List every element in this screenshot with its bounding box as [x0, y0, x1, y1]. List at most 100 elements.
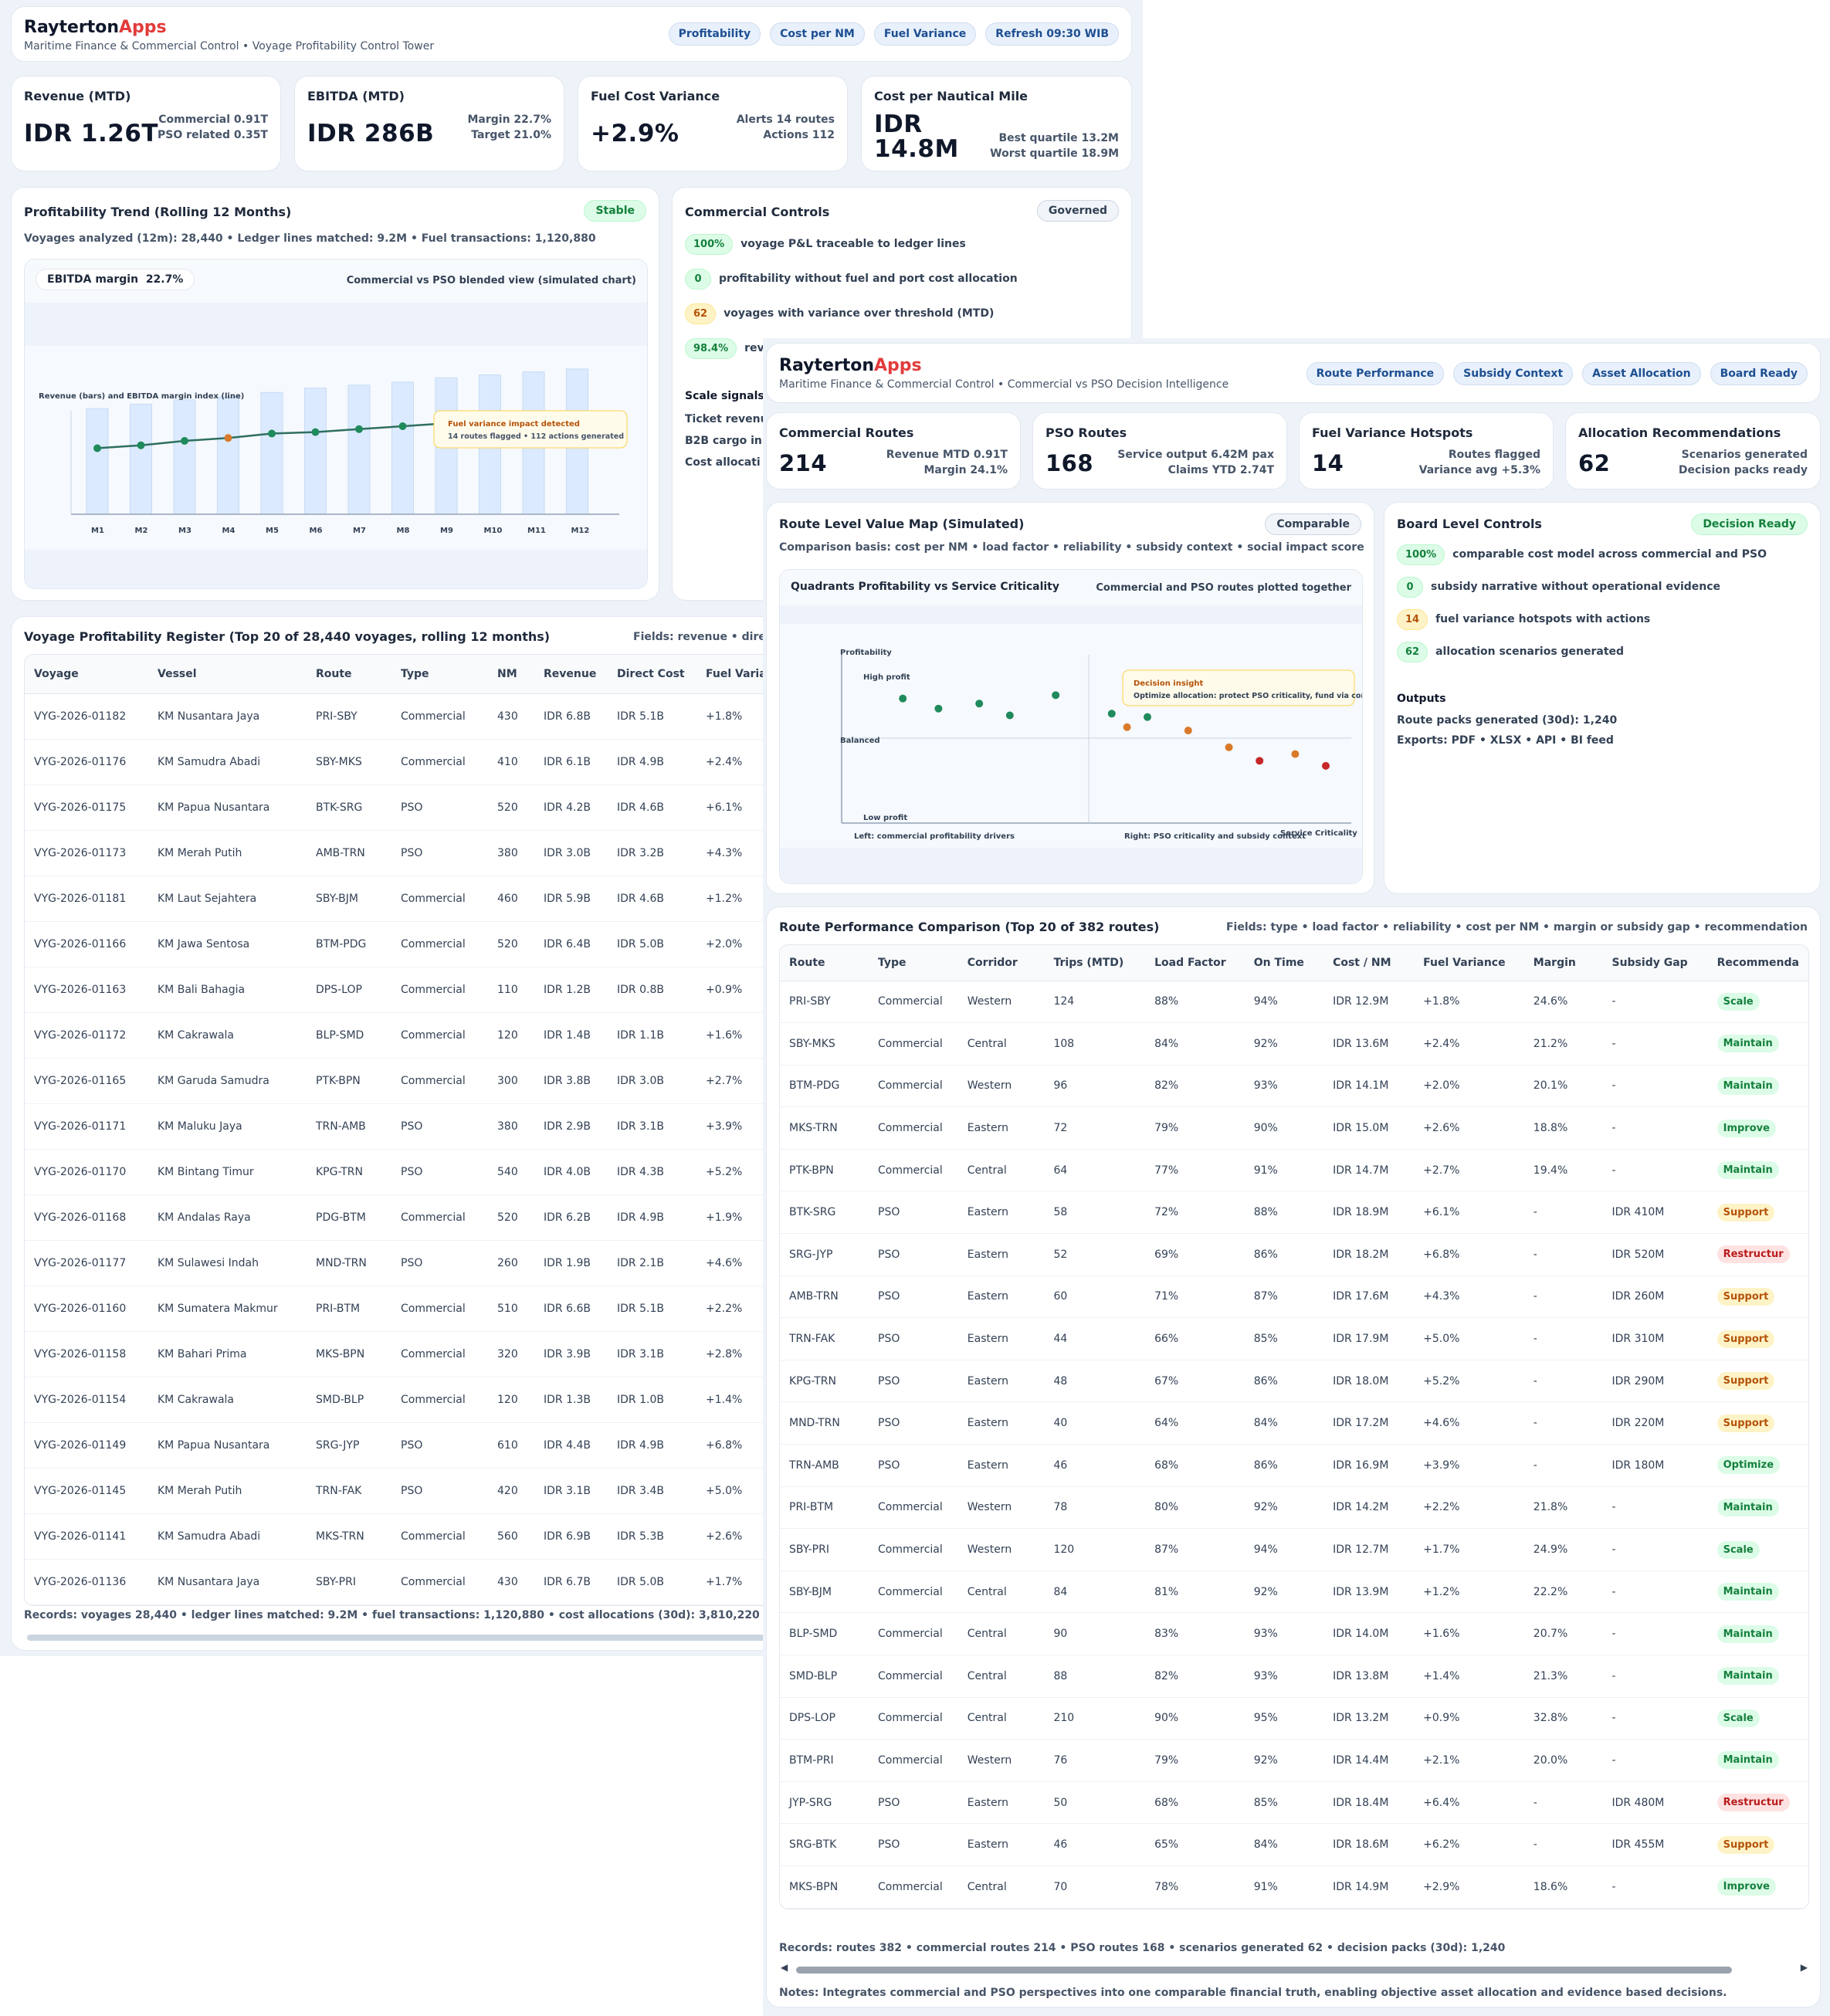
nav-profitability[interactable]: Profitability	[668, 22, 761, 46]
table-row[interactable]: VYG-2026-01173 KM Merah Putih AMB-TRN PSO 38…	[25, 830, 778, 876]
table-row[interactable]: MKS-TRN Commercial Eastern 72 79% 90% IDR 15.0…	[780, 1106, 1808, 1150]
route-point[interactable]	[1184, 727, 1192, 735]
route-point[interactable]	[934, 704, 943, 713]
table-row[interactable]: SMD-BLP Commercial Central 88 82% 93% IDR 13.8…	[780, 1655, 1808, 1698]
route-point[interactable]	[1107, 710, 1116, 718]
table-row[interactable]: VYG-2026-01177 KM Sulawesi Indah MND-TRN PS…	[25, 1240, 778, 1286]
recommendation-badge[interactable]: Improve	[1716, 1878, 1776, 1896]
table-row[interactable]: VYG-2026-01176 KM Samudra Abadi SBY-MKS Com…	[25, 739, 778, 785]
table-row[interactable]: BTM-PRI Commercial Western 76 79% 92% IDR 14.4…	[780, 1739, 1808, 1782]
route-point[interactable]	[975, 700, 984, 708]
table-row[interactable]: VYG-2026-01141 KM Samudra Abadi MKS-TRN Com…	[25, 1513, 778, 1560]
nav-refresh[interactable]: Refresh 09:30 WIB	[985, 22, 1119, 46]
column-header[interactable]: Cost / NM	[1323, 945, 1415, 981]
recommendation-badge[interactable]: Maintain	[1716, 1667, 1779, 1686]
recommendation-badge[interactable]: Maintain	[1716, 1161, 1779, 1180]
table-row[interactable]: VYG-2026-01175 KM Papua Nusantara BTK-SRG P…	[25, 784, 778, 831]
table-row[interactable]: AMB-TRN PSO Eastern 60 71% 87% IDR 17.6M +4.3% -…	[780, 1276, 1808, 1319]
nav-route-performance[interactable]: Route Performance	[1306, 362, 1445, 385]
route-point[interactable]	[1291, 750, 1300, 758]
scrollbar-thumb[interactable]	[796, 1967, 1732, 1974]
recommendation-badge[interactable]: Support	[1716, 1414, 1775, 1432]
table-row[interactable]: VYG-2026-01163 KM Bali Bahagia DPS-LOP Comm…	[25, 967, 778, 1013]
column-header[interactable]: Voyage	[25, 655, 148, 694]
recommendation-badge[interactable]: Maintain	[1716, 1625, 1779, 1643]
recommendation-badge[interactable]: Maintain	[1716, 1583, 1779, 1601]
route-point[interactable]	[1256, 757, 1264, 765]
table-row[interactable]: MKS-BPN Commercial Central 70 78% 91% IDR 14.9…	[780, 1865, 1808, 1909]
table-row[interactable]: VYG-2026-01181 KM Laut Sejahtera SBY-BJM Co…	[25, 876, 778, 922]
table-row[interactable]: BTK-SRG PSO Eastern 58 72% 88% IDR 18.9M +6.1% -…	[780, 1191, 1808, 1235]
recommendation-badge[interactable]: Optimize	[1716, 1456, 1781, 1475]
recommendation-badge[interactable]: Support	[1716, 1372, 1775, 1391]
table-row[interactable]: VYG-2026-01154 KM Cakrawala SMD-BLP Commerc…	[25, 1377, 778, 1423]
column-header[interactable]: Type	[869, 945, 958, 981]
column-header[interactable]: Fuel Variance	[1414, 945, 1524, 981]
column-header[interactable]: Type	[391, 655, 488, 694]
table-row[interactable]: BTM-PDG Commercial Western 96 82% 93% IDR 14.1…	[780, 1065, 1808, 1108]
table-row[interactable]: SBY-BJM Commercial Central 84 81% 92% IDR 13.9…	[780, 1570, 1808, 1614]
column-header[interactable]: Route	[780, 945, 869, 981]
table-row[interactable]: PRI-SBY Commercial Western 124 88% 94% IDR 12.…	[780, 981, 1808, 1024]
table-row[interactable]: VYG-2026-01160 KM Sumatera Makmur PRI-BTM C…	[25, 1286, 778, 1332]
recommendation-badge[interactable]: Scale	[1716, 992, 1760, 1011]
recommendation-badge[interactable]: Support	[1716, 1203, 1775, 1221]
table-row[interactable]: VYG-2026-01158 KM Bahari Prima MKS-BPN Comm…	[25, 1331, 778, 1377]
table-row[interactable]: VYG-2026-01166 KM Jawa Sentosa BTM-PDG Comm…	[25, 921, 778, 967]
table-row[interactable]: TRN-FAK PSO Eastern 44 66% 85% IDR 17.9M +5.0% -…	[780, 1317, 1808, 1360]
route-point[interactable]	[1123, 723, 1131, 731]
column-header[interactable]: NM	[488, 655, 534, 694]
recommendation-badge[interactable]: Restructur	[1716, 1245, 1790, 1264]
table-row[interactable]: PRI-BTM Commercial Western 78 80% 92% IDR 14.2…	[780, 1486, 1808, 1530]
route-point[interactable]	[1052, 691, 1060, 700]
recommendation-badge[interactable]: Improve	[1716, 1119, 1776, 1137]
horizontal-scrollbar[interactable]: ◀ ▶	[779, 1962, 1809, 1976]
scroll-right-icon[interactable]: ▶	[1800, 1962, 1808, 1973]
recommendation-badge[interactable]: Support	[1716, 1835, 1775, 1854]
column-header[interactable]: Direct Cost	[608, 655, 696, 694]
table-row[interactable]: BLP-SMD Commercial Central 90 83% 93% IDR 14.0…	[780, 1612, 1808, 1655]
recommendation-badge[interactable]: Scale	[1716, 1709, 1760, 1727]
column-header[interactable]: Margin	[1523, 945, 1603, 981]
recommendation-badge[interactable]: Maintain	[1716, 1751, 1779, 1770]
nav-board-ready[interactable]: Board Ready	[1710, 362, 1808, 385]
table-row[interactable]: VYG-2026-01149 KM Papua Nusantara SRG-JYP P…	[25, 1422, 778, 1469]
table-row[interactable]: SBY-PRI Commercial Western 120 87% 94% IDR 12.…	[780, 1528, 1808, 1571]
route-point[interactable]	[1144, 713, 1151, 721]
route-point[interactable]	[1225, 743, 1233, 751]
horizontal-scrollbar[interactable]	[27, 1635, 799, 1641]
recommendation-badge[interactable]: Scale	[1716, 1540, 1760, 1559]
table-row[interactable]: VYG-2026-01182 KM Nusantara Jaya PRI-SBY Co…	[25, 693, 778, 740]
table-row[interactable]: KPG-TRN PSO Eastern 48 67% 86% IDR 18.0M +5.2% -…	[780, 1360, 1808, 1403]
column-header[interactable]: Subsidy Gap	[1602, 945, 1708, 981]
table-row[interactable]: VYG-2026-01145 KM Merah Putih TRN-FAK PSO 42…	[25, 1468, 778, 1514]
column-header[interactable]: Revenue	[534, 655, 608, 694]
table-row[interactable]: MND-TRN PSO Eastern 40 64% 84% IDR 17.2M +4.6% -…	[780, 1401, 1808, 1445]
route-point[interactable]	[1322, 761, 1330, 770]
table-row[interactable]: DPS-LOP Commercial Central 210 90% 95% IDR 13.…	[780, 1697, 1808, 1740]
column-header[interactable]: Recommenda	[1707, 945, 1808, 981]
route-point[interactable]	[1005, 711, 1014, 720]
scroll-left-icon[interactable]: ◀	[781, 1962, 788, 1973]
table-row[interactable]: VYG-2026-01168 KM Andalas Raya PDG-BTM Comm…	[25, 1194, 778, 1241]
nav-cost-per-nm[interactable]: Cost per NM	[770, 22, 865, 46]
recommendation-badge[interactable]: Support	[1716, 1330, 1775, 1348]
table-row[interactable]: JYP-SRG PSO Eastern 50 68% 85% IDR 18.4M +6.4% -…	[780, 1781, 1808, 1825]
table-row[interactable]: VYG-2026-01171 KM Maluku Jaya TRN-AMB PSO 38…	[25, 1103, 778, 1150]
column-header[interactable]: Trips (MTD)	[1044, 945, 1146, 981]
recommendation-badge[interactable]: Maintain	[1716, 1076, 1779, 1095]
table-row[interactable]: SRG-BTK PSO Eastern 46 65% 84% IDR 18.6M +6.2% -…	[780, 1823, 1808, 1866]
recommendation-badge[interactable]: Maintain	[1716, 1498, 1779, 1516]
table-row[interactable]: VYG-2026-01170 KM Bintang Timur KPG-TRN PSO…	[25, 1149, 778, 1195]
table-row[interactable]: SBY-MKS Commercial Central 108 84% 92% IDR 13.…	[780, 1022, 1808, 1066]
column-header[interactable]: Route	[307, 655, 391, 694]
column-header[interactable]: On Time	[1244, 945, 1324, 981]
column-header[interactable]: Load Factor	[1145, 945, 1245, 981]
nav-fuel-variance[interactable]: Fuel Variance	[873, 22, 977, 46]
table-row[interactable]: PTK-BPN Commercial Central 64 77% 91% IDR 14.7…	[780, 1149, 1808, 1192]
nav-asset-allocation[interactable]: Asset Allocation	[1582, 362, 1701, 385]
recommendation-badge[interactable]: Support	[1716, 1287, 1775, 1306]
column-header[interactable]: Vessel	[148, 655, 307, 694]
table-row[interactable]: SRG-JYP PSO Eastern 52 69% 86% IDR 18.2M +6.8% -…	[780, 1233, 1808, 1276]
table-row[interactable]: VYG-2026-01136 KM Nusantara Jaya SBY-PRI Co…	[25, 1559, 778, 1605]
